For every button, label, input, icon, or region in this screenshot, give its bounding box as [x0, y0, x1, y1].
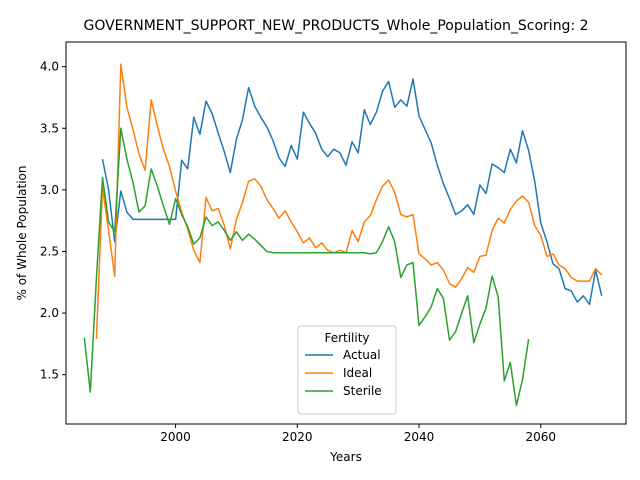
x-tick-label: 2020 — [282, 430, 313, 444]
chart-title: GOVERNMENT_SUPPORT_NEW_PRODUCTS_Whole_Po… — [83, 18, 588, 34]
series-layer — [83, 63, 603, 407]
series-line-ideal — [95, 63, 603, 340]
y-axis: 1.5 2.0 2.5 3.0 3.5 4.0 — [40, 60, 66, 382]
x-axis: 2000 2020 2040 2060 — [160, 424, 556, 444]
legend: Fertility Actual Ideal Sterile — [297, 325, 397, 415]
y-axis-label: % of Whole Population — [15, 166, 29, 301]
x-tick-label: 2000 — [160, 430, 191, 444]
x-tick-label: 2060 — [526, 430, 557, 444]
x-tick-label: 2040 — [404, 430, 435, 444]
legend-entry-label: Actual — [343, 348, 381, 362]
y-tick-label: 3.5 — [40, 121, 59, 135]
y-tick-label: 4.0 — [40, 60, 59, 74]
x-axis-label: Years — [329, 450, 362, 464]
legend-title: Fertility — [324, 331, 369, 345]
series-line-sterile — [83, 127, 530, 407]
legend-entry-label: Ideal — [343, 366, 372, 380]
series-line-actual — [101, 78, 603, 306]
y-tick-label: 1.5 — [40, 368, 59, 382]
y-tick-label: 2.5 — [40, 244, 59, 258]
legend-box — [297, 325, 397, 415]
y-tick-label: 3.0 — [40, 183, 59, 197]
y-tick-label: 2.0 — [40, 306, 59, 320]
legend-entry-label: Sterile — [343, 384, 382, 398]
plot-frame — [65, 41, 627, 425]
